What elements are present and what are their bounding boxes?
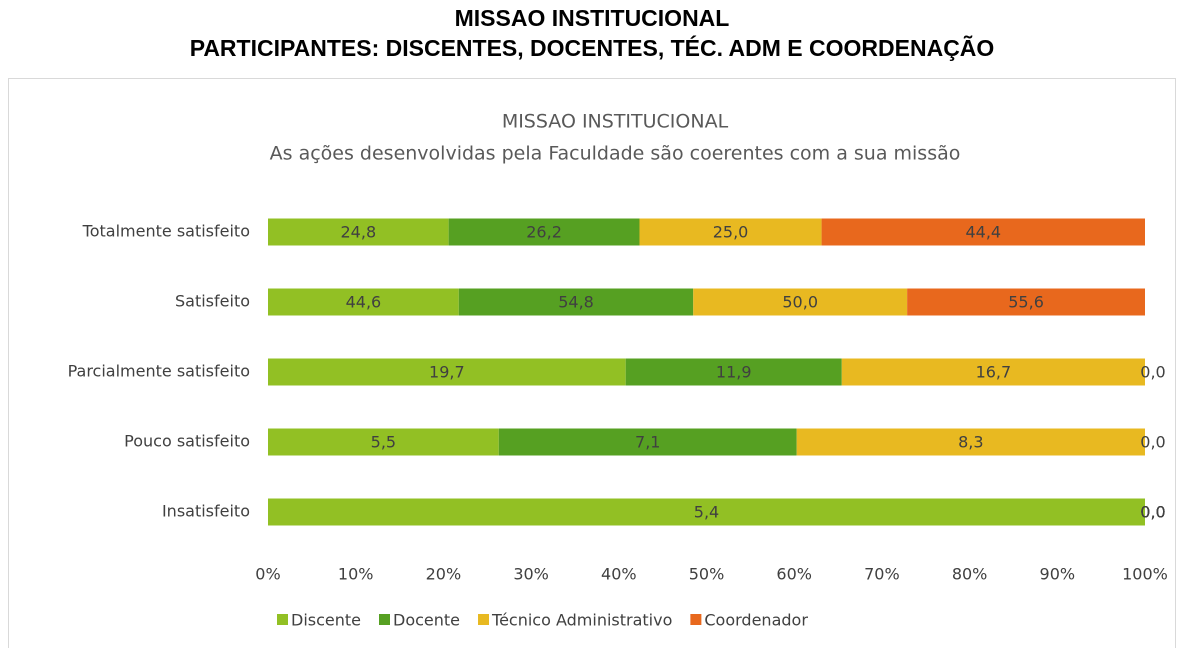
x-tick-label: 100% (1122, 565, 1168, 584)
chart-subtitle: As ações desenvolvidas pela Faculdade sã… (270, 143, 961, 165)
legend-label: Docente (393, 611, 460, 630)
data-label: 0,0 (1140, 503, 1165, 522)
bar-segment (841, 358, 1145, 386)
data-label: 24,8 (341, 223, 377, 242)
x-tick-label: 30% (513, 565, 549, 584)
x-tick-label: 0% (255, 565, 280, 584)
data-label: 7,1 (635, 433, 660, 452)
data-label: 0,0 (1140, 363, 1165, 382)
x-tick-label: 20% (426, 565, 462, 584)
x-tick-label: 90% (1040, 565, 1076, 584)
legend-swatch (478, 614, 490, 625)
chart-title: MISSAO INSTITUCIONAL (502, 111, 729, 133)
data-label: 25,0 (713, 223, 749, 242)
bar-segment (458, 288, 694, 316)
data-label: 55,6 (1008, 293, 1044, 312)
page-title: PARTICIPANTES: DISCENTES, DOCENTES, TÉC.… (190, 34, 995, 61)
data-label: 44,4 (965, 223, 1001, 242)
y-tick-label: Satisfeito (175, 292, 250, 311)
data-label: 50,0 (782, 293, 818, 312)
x-tick-label: 60% (776, 565, 812, 584)
bar-segment (448, 218, 640, 246)
legend-swatch (277, 614, 288, 625)
bar-segment (268, 218, 449, 246)
y-tick-label: Parcialmente satisfeito (68, 362, 250, 381)
data-label: 8,3 (958, 433, 983, 452)
page-title: MISSAO INSTITUCIONAL (455, 5, 730, 31)
legend-swatch (379, 614, 390, 625)
data-label: 44,6 (346, 293, 382, 312)
bar-segment (268, 428, 499, 456)
data-label: 26,2 (526, 223, 562, 242)
data-label: 0,0 (1140, 503, 1165, 522)
y-tick-label: Pouco satisfeito (124, 432, 250, 451)
x-tick-label: 70% (864, 565, 900, 584)
data-label: 19,7 (429, 363, 465, 382)
data-label: 5,4 (694, 503, 719, 522)
bar-segment (821, 218, 1145, 246)
data-label: 5,5 (371, 433, 396, 452)
legend-label: Técnico Administrativo (491, 611, 672, 630)
data-label: 0,0 (1140, 503, 1165, 522)
chart-frame (8, 78, 1176, 652)
data-label: 11,9 (716, 363, 752, 382)
legend-swatch (690, 614, 702, 625)
data-label: 16,7 (976, 363, 1012, 382)
x-tick-label: 10% (338, 565, 374, 584)
legend-label: Discente (291, 611, 361, 630)
bar-segment (625, 358, 842, 386)
y-tick-label: Totalmente satisfeito (82, 222, 250, 241)
bar-segment (907, 288, 1145, 316)
bar-segment (268, 498, 1145, 526)
bar-segment (268, 288, 459, 316)
x-tick-label: 50% (689, 565, 725, 584)
x-tick-label: 80% (952, 565, 988, 584)
bar-segment (693, 288, 908, 316)
bar-segment (639, 218, 822, 246)
data-label: 0,0 (1140, 433, 1165, 452)
bar-segment (498, 428, 797, 456)
data-label: 54,8 (558, 293, 594, 312)
x-tick-label: 40% (601, 565, 637, 584)
legend-label: Coordenador (704, 611, 808, 630)
bar-segment (796, 428, 1145, 456)
y-tick-label: Insatisfeito (162, 502, 250, 521)
bar-segment (268, 358, 626, 386)
